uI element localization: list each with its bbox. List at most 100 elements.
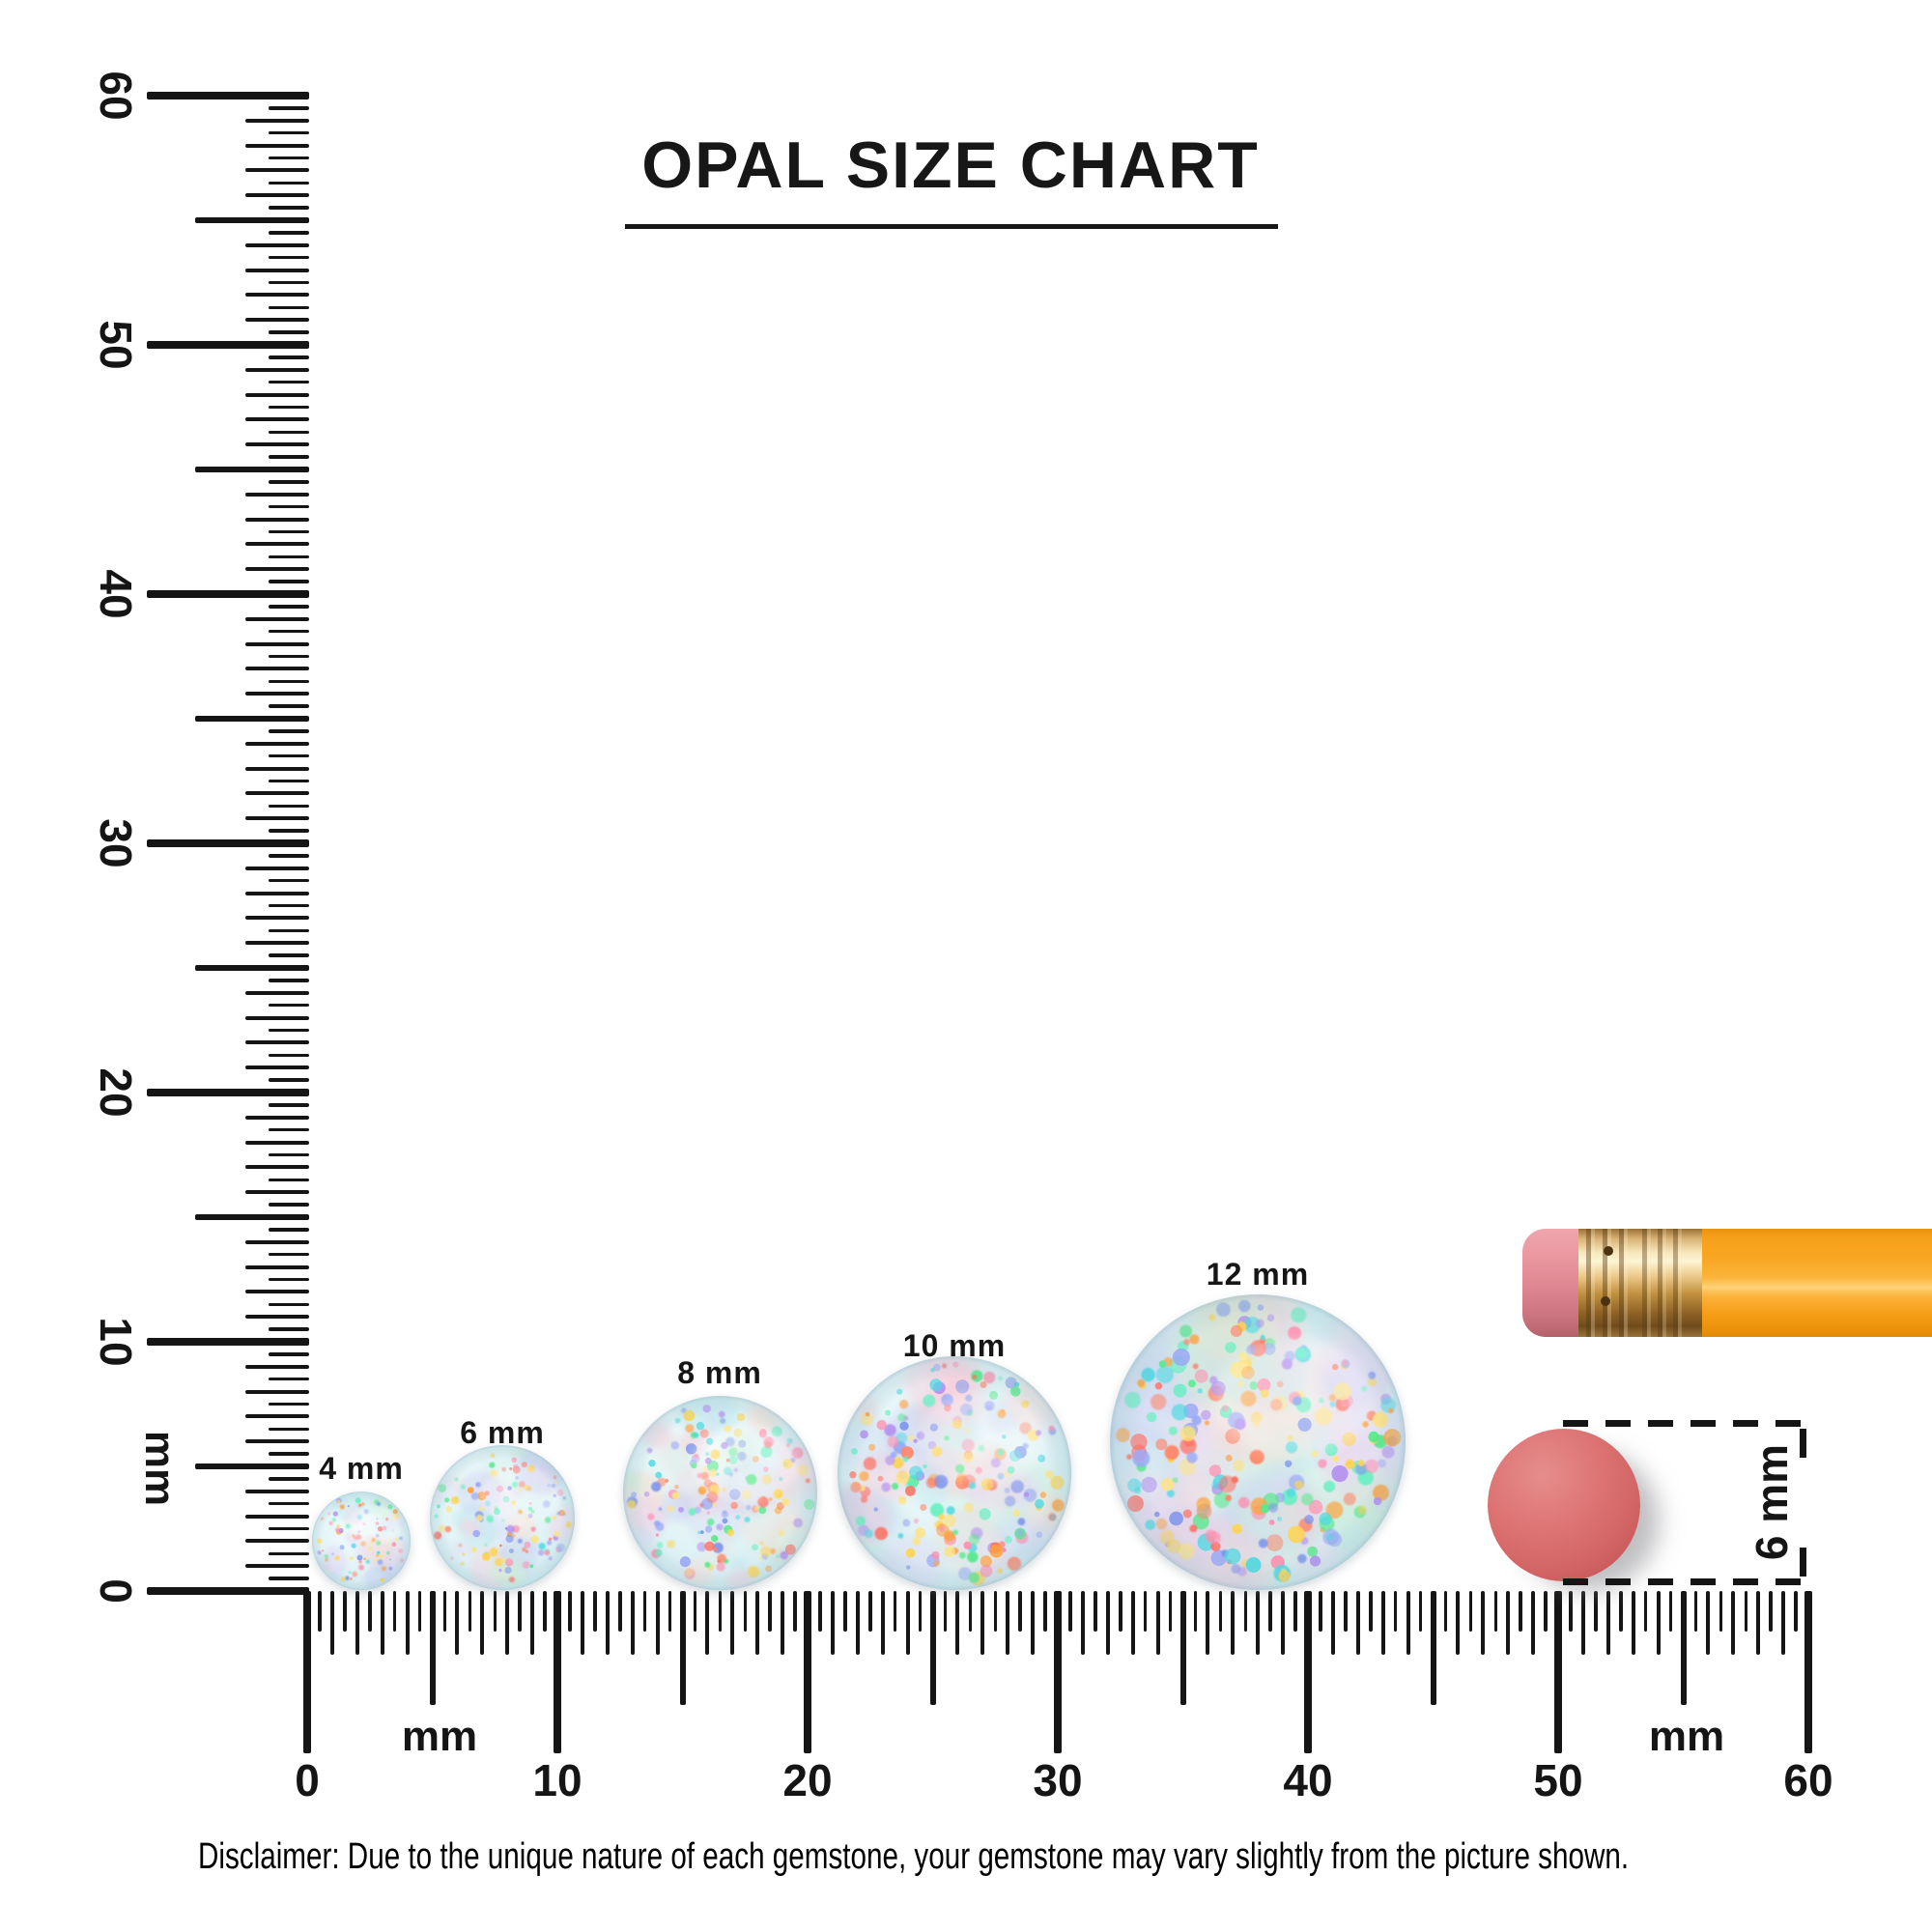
tick-h — [1105, 1591, 1110, 1655]
tick-v — [245, 567, 309, 572]
tick-h — [642, 1591, 647, 1632]
tick-v — [269, 829, 309, 833]
tick-h — [329, 1591, 334, 1655]
page-title: OPAL SIZE CHART — [641, 128, 1260, 202]
tick-h — [1430, 1591, 1436, 1705]
tick-h — [505, 1591, 510, 1655]
tick-v — [269, 654, 309, 659]
tick-h — [1493, 1591, 1497, 1632]
tick-h-20mm — [804, 1591, 811, 1753]
tick-v — [245, 1290, 309, 1294]
tick-h — [743, 1591, 747, 1632]
tick-h — [1268, 1591, 1272, 1632]
tick-v — [245, 1315, 309, 1320]
opal-size-label-12mm: 12 mm — [1206, 1257, 1310, 1292]
tick-h — [830, 1591, 835, 1655]
tick-v — [269, 1178, 309, 1182]
tick-v — [269, 1277, 309, 1282]
horizontal-ruler-unit-label-right: mm — [1648, 1713, 1725, 1760]
tick-h — [1756, 1591, 1761, 1655]
opal-size-label-6mm: 6 mm — [460, 1415, 545, 1450]
tick-h — [568, 1591, 572, 1632]
pencil-eraser — [1522, 1229, 1580, 1337]
tick-h — [1680, 1591, 1687, 1705]
tick-h — [468, 1591, 472, 1632]
tick-v — [269, 629, 309, 634]
ruler-number-v-20: 20 — [91, 1067, 141, 1118]
tick-v — [195, 217, 309, 223]
tick-v — [269, 779, 309, 783]
tick-v — [269, 1078, 309, 1082]
tick-h — [1344, 1591, 1348, 1632]
tick-v — [269, 1252, 309, 1257]
tick-h — [493, 1591, 497, 1632]
tick-v — [245, 1439, 309, 1444]
tick-v — [195, 1463, 309, 1469]
tick-v — [245, 367, 309, 372]
tick-v — [269, 1053, 309, 1058]
tick-v — [245, 118, 309, 123]
tick-v — [269, 1526, 309, 1531]
tick-h — [1006, 1591, 1010, 1655]
tick-h — [1068, 1591, 1072, 1632]
tick-v — [269, 804, 309, 809]
ruler-number-h-60: 60 — [1783, 1755, 1833, 1805]
tick-v — [245, 1239, 309, 1244]
tick-h — [868, 1591, 872, 1632]
tick-h — [993, 1591, 997, 1632]
tick-h — [1080, 1591, 1085, 1655]
title-underline — [625, 224, 1278, 229]
tick-v — [269, 554, 309, 559]
tick-h — [818, 1591, 822, 1632]
tick-h — [893, 1591, 897, 1632]
tick-h — [781, 1591, 785, 1655]
tick-v — [269, 1127, 309, 1132]
tick-h — [1143, 1591, 1148, 1632]
tick-h — [1781, 1591, 1786, 1655]
tick-h — [318, 1591, 322, 1632]
tick-h — [1330, 1591, 1335, 1655]
tick-v — [269, 529, 309, 534]
tick-v — [269, 1152, 309, 1157]
tick-v — [269, 928, 309, 933]
tick-h — [1443, 1591, 1448, 1632]
tick-v — [269, 206, 309, 210]
tick-h — [1243, 1591, 1247, 1632]
vertical-ruler-unit-label: mm — [136, 1430, 184, 1507]
tick-h — [442, 1591, 447, 1632]
tick-h — [630, 1591, 635, 1655]
tick-h — [1706, 1591, 1711, 1655]
tick-h — [1544, 1591, 1548, 1632]
tick-h — [417, 1591, 422, 1632]
tick-h — [1130, 1591, 1135, 1655]
tick-v — [245, 1564, 309, 1569]
ruler-number-h-50: 50 — [1533, 1755, 1583, 1805]
tick-h — [380, 1591, 384, 1655]
tick-v — [245, 791, 309, 796]
tick-v — [245, 866, 309, 870]
tick-h — [1531, 1591, 1536, 1655]
tick-v-10mm — [147, 1338, 309, 1346]
tick-h — [1393, 1591, 1398, 1632]
tick-v — [245, 1190, 309, 1195]
tick-h — [1580, 1591, 1585, 1655]
measurement-end-cap-top — [1800, 1429, 1806, 1458]
tick-v — [269, 430, 309, 435]
tick-h — [855, 1591, 860, 1655]
tick-v — [269, 355, 309, 359]
tick-h — [618, 1591, 622, 1632]
tick-v — [245, 1264, 309, 1269]
tick-h — [1605, 1591, 1610, 1655]
tick-h — [1231, 1591, 1236, 1655]
tick-v — [245, 168, 309, 173]
tick-v — [245, 641, 309, 646]
tick-v — [245, 268, 309, 272]
tick-v — [245, 1140, 309, 1145]
tick-h — [905, 1591, 910, 1655]
tick-v — [269, 1452, 309, 1456]
tick-h — [1281, 1591, 1286, 1655]
tick-h — [429, 1591, 436, 1705]
tick-v — [245, 293, 309, 298]
ruler-number-h-30: 30 — [1033, 1755, 1083, 1805]
